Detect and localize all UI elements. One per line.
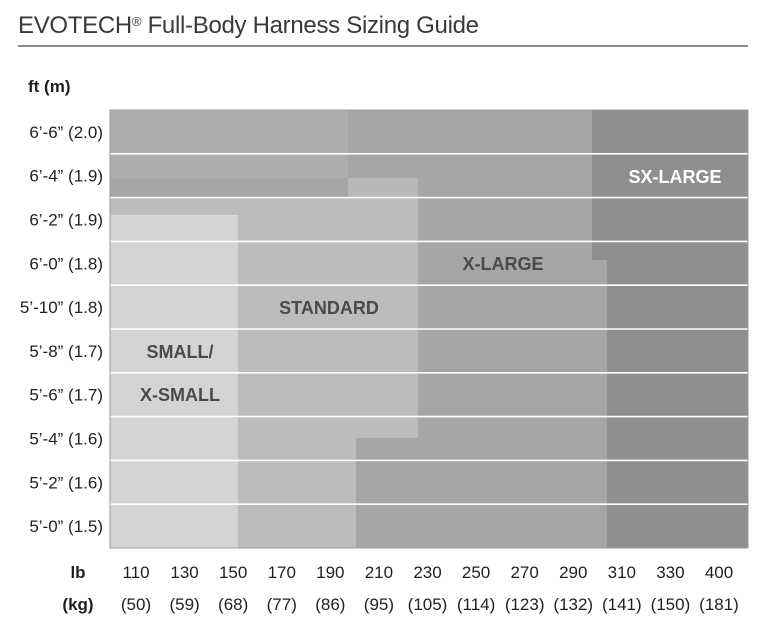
- y-tick-label: 6’-6” (2.0): [29, 123, 103, 142]
- x-tick-label-lb: 150: [219, 563, 247, 582]
- zone-label: STANDARD: [279, 298, 379, 318]
- x-tick-label-lb: 230: [413, 563, 441, 582]
- x-unit-label: lb: [70, 563, 85, 582]
- y-tick-label: 5’-2” (1.6): [29, 473, 103, 492]
- x-tick-label-kg: (114): [457, 595, 495, 614]
- x-tick-label-kg: (123): [505, 595, 545, 614]
- x-tick-label-kg: (141): [602, 595, 642, 614]
- x-tick-label-lb: 190: [316, 563, 344, 582]
- y-tick-label: 5’-10” (1.8): [20, 298, 103, 317]
- x-tick-label-kg: (50): [121, 595, 151, 614]
- y-tick-label: 6’-2” (1.9): [29, 211, 103, 230]
- x-unit-label-kg: (kg): [62, 595, 93, 614]
- y-unit-label: ft (m): [28, 77, 70, 96]
- x-tick-label-lb: 250: [462, 563, 490, 582]
- y-tick-label: 6’-4” (1.9): [29, 167, 103, 186]
- x-tick-label-kg: (150): [651, 595, 691, 614]
- x-tick-label-lb: 330: [656, 563, 684, 582]
- x-tick-label-kg: (181): [699, 595, 739, 614]
- y-tick-label: 5’-0” (1.5): [29, 517, 103, 536]
- zone-label: SMALL/: [147, 342, 214, 362]
- y-tick-label: 5’-6” (1.7): [29, 386, 103, 405]
- zone-x-large: [110, 110, 607, 548]
- x-tick-label-kg: (59): [169, 595, 199, 614]
- page-title: EVOTECH® Full-Body Harness Sizing Guide: [18, 12, 479, 40]
- y-tick-label: 5’-8” (1.7): [29, 342, 103, 361]
- x-tick-label-kg: (86): [315, 595, 345, 614]
- zone-label: X-LARGE: [463, 254, 544, 274]
- x-tick-label-kg: (77): [267, 595, 297, 614]
- x-tick-label-kg: (68): [218, 595, 248, 614]
- plot-border: [109, 109, 749, 549]
- y-tick-label: 6’-0” (1.8): [29, 254, 103, 273]
- zone-small-x-small: [110, 215, 238, 548]
- y-tick-label: 5’-4” (1.6): [29, 430, 103, 449]
- registered-mark: ®: [131, 14, 142, 29]
- x-tick-label-lb: 170: [268, 563, 296, 582]
- x-tick-label-lb: 290: [559, 563, 587, 582]
- x-tick-label-kg: (105): [408, 595, 448, 614]
- x-tick-label-lb: 270: [510, 563, 538, 582]
- title-text: Full-Body Harness Sizing Guide: [141, 12, 479, 39]
- x-tick-label-lb: 310: [608, 563, 636, 582]
- zone-label: SX-LARGE: [628, 167, 721, 187]
- x-tick-label-lb: 210: [365, 563, 393, 582]
- x-tick-label-lb: 400: [705, 563, 733, 582]
- x-tick-label-lb: 130: [170, 563, 198, 582]
- title-rule: [18, 45, 748, 47]
- title-brand: EVOTECH: [18, 12, 132, 39]
- x-tick-label-lb: 110: [122, 563, 149, 582]
- zone-label: X-SMALL: [140, 385, 220, 405]
- x-tick-label-kg: (95): [364, 595, 394, 614]
- zone-top-band: [110, 110, 348, 178]
- x-tick-label-kg: (132): [553, 595, 593, 614]
